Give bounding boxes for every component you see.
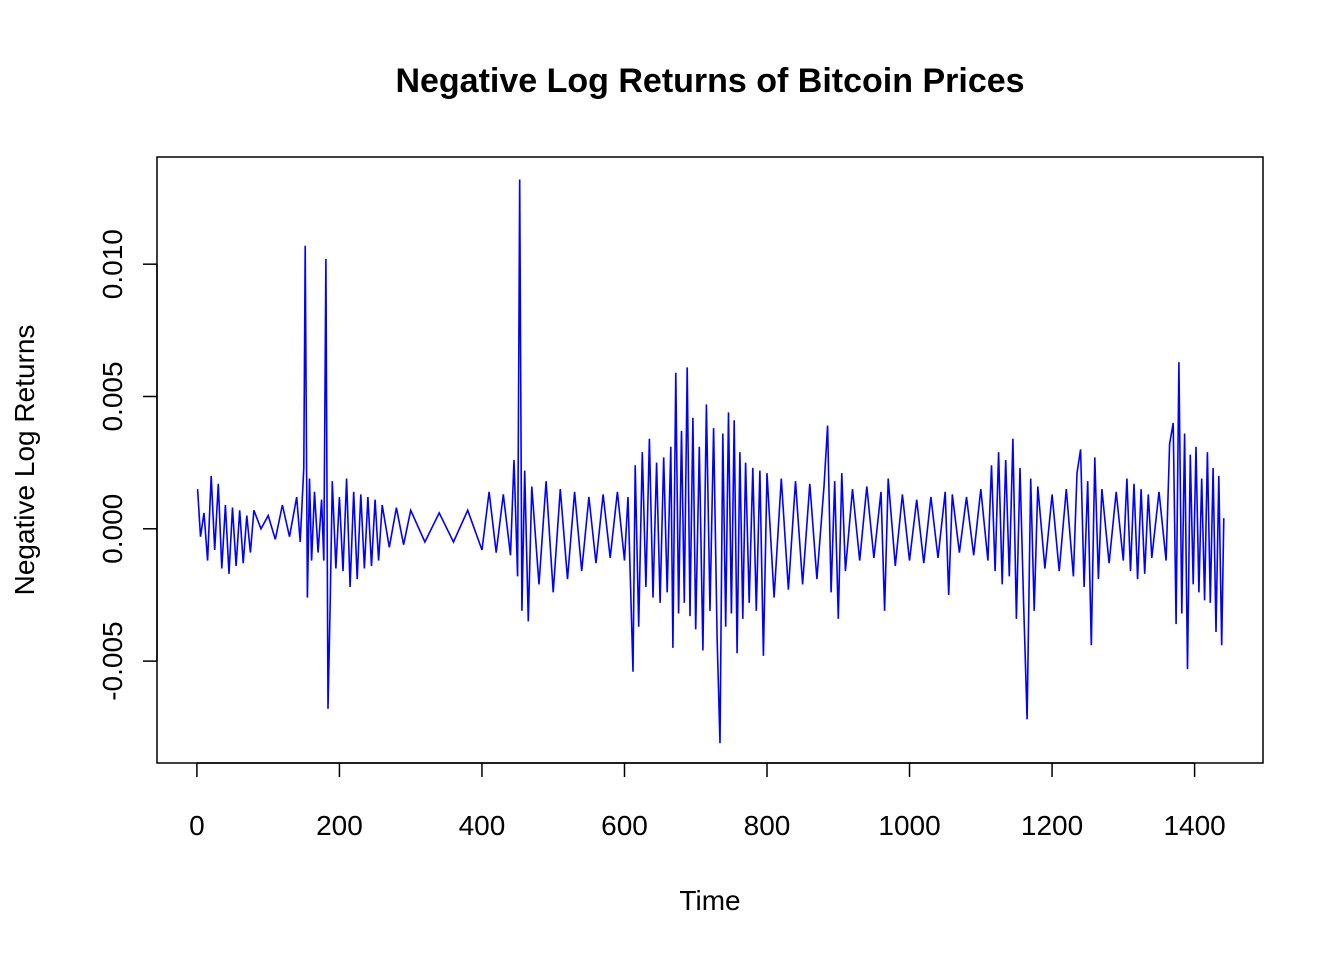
y-tick-label: 0.005 — [97, 361, 128, 431]
y-tick-label: 0.000 — [97, 494, 128, 564]
x-tick-label: 800 — [744, 810, 791, 841]
x-tick-label: 0 — [189, 810, 205, 841]
x-tick-label: 1400 — [1163, 810, 1225, 841]
x-tick-label: 400 — [459, 810, 506, 841]
y-axis: -0.005 0.000 0.005 0.010 — [97, 229, 158, 701]
y-axis-label: Negative Log Returns — [9, 325, 40, 596]
plot-area-frame — [156, 156, 1264, 764]
y-tick-label: -0.005 — [97, 621, 128, 700]
x-tick-label: 600 — [601, 810, 648, 841]
x-axis-label: Time — [679, 885, 740, 916]
x-tick-label: 1000 — [878, 810, 940, 841]
y-tick-label: 0.010 — [97, 229, 128, 299]
x-axis: 0 200 400 600 800 1000 1200 1400 — [189, 762, 1226, 841]
x-tick-label: 200 — [316, 810, 363, 841]
series-line-0 — [196, 179, 1225, 744]
chart-title: Negative Log Returns of Bitcoin Prices — [395, 62, 1024, 100]
x-tick-label: 1200 — [1021, 810, 1083, 841]
series-layer — [196, 179, 1225, 744]
